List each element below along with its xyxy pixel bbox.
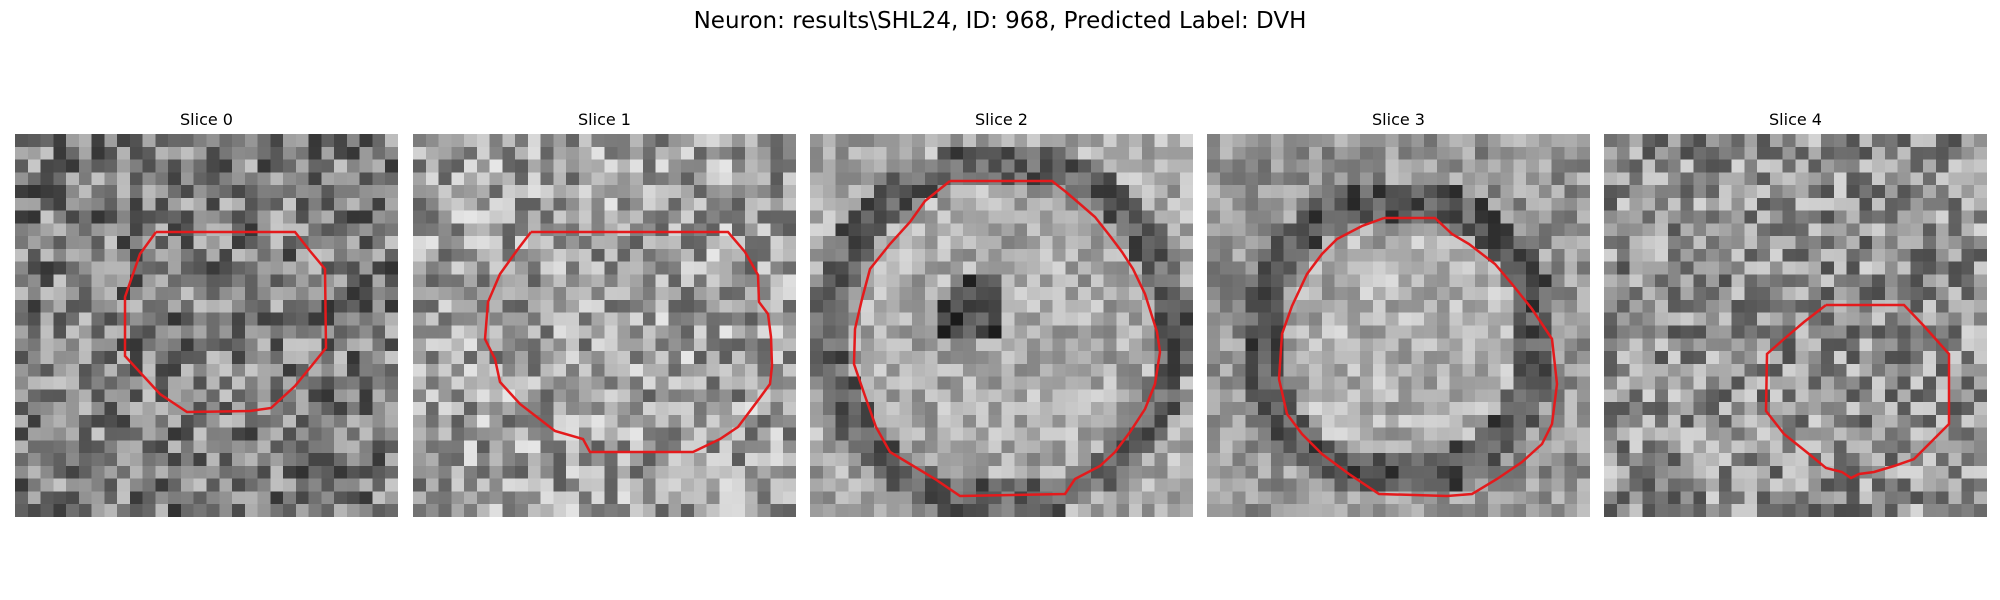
slice-panel-4: Slice 4: [1604, 110, 1987, 517]
slice-panel-2: Slice 2: [810, 110, 1193, 517]
slice-image: [810, 134, 1193, 517]
roi-outline: [1277, 216, 1559, 498]
slice-title: Slice 1: [578, 110, 631, 129]
slice-title: Slice 3: [1372, 110, 1425, 129]
roi-contour: [1764, 303, 1951, 480]
roi-outline: [852, 179, 1162, 498]
roi-contour: [852, 179, 1162, 498]
roi-outline: [123, 230, 328, 414]
slice-image: [1207, 134, 1590, 517]
roi-contour: [123, 230, 328, 414]
grayscale-image: [15, 134, 398, 517]
slice-image: [413, 134, 796, 517]
roi-contour: [483, 230, 774, 454]
roi-outline: [483, 230, 774, 454]
slice-title: Slice 0: [180, 110, 233, 129]
slice-panel-0: Slice 0: [15, 110, 398, 517]
roi-outline: [1764, 303, 1951, 480]
grayscale-image: [1207, 134, 1590, 517]
figure-title: Neuron: results\SHL24, ID: 968, Predicte…: [693, 8, 1307, 34]
slice-panel-3: Slice 3: [1207, 110, 1590, 517]
slice-image: [15, 134, 398, 517]
roi-contour: [1277, 216, 1559, 498]
slice-title: Slice 2: [975, 110, 1028, 129]
slice-title: Slice 4: [1769, 110, 1822, 129]
slice-image: [1604, 134, 1987, 517]
slice-panel-1: Slice 1: [413, 110, 796, 517]
grayscale-image: [810, 134, 1193, 517]
